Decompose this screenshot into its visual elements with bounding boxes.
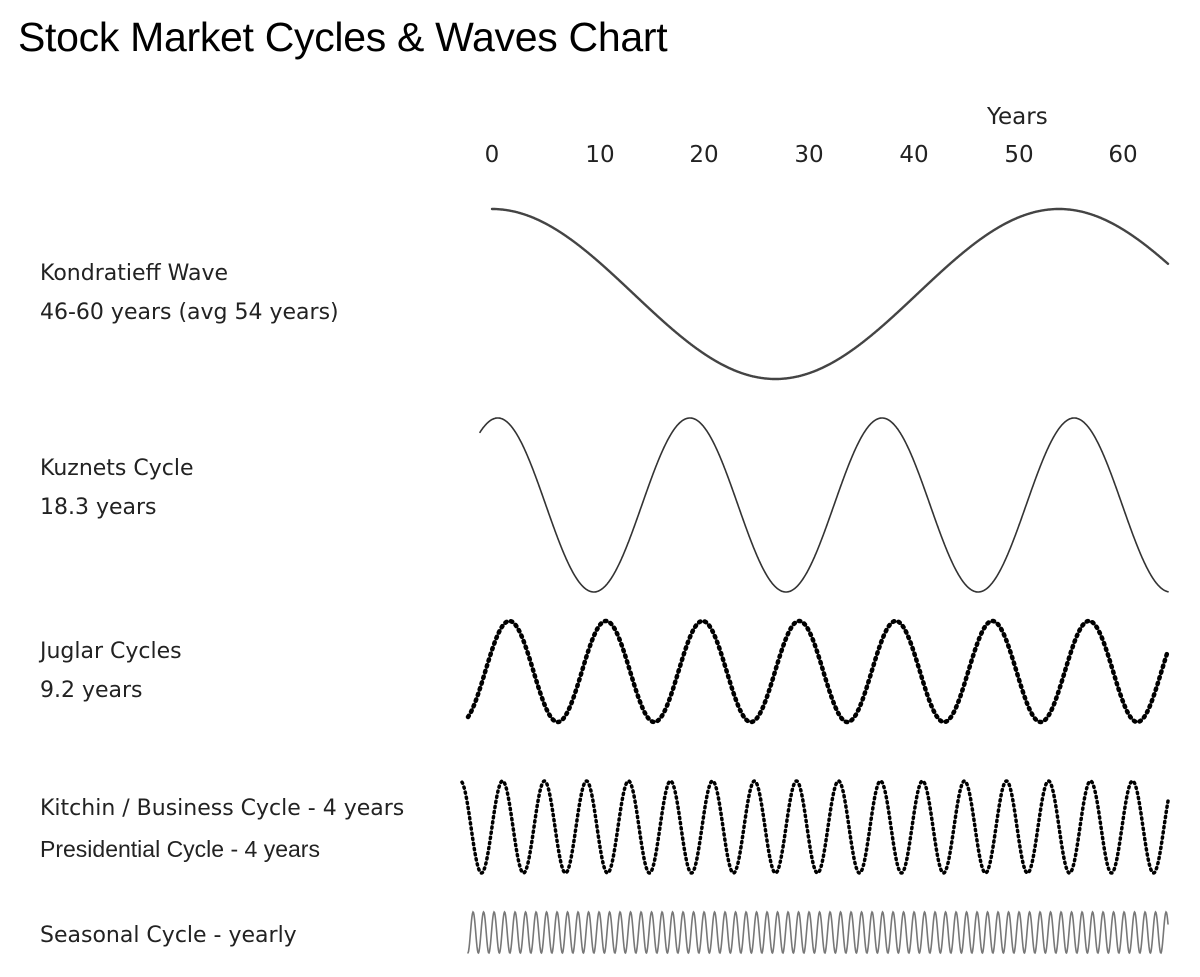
x-tick-label: 30 [794, 142, 824, 168]
kuznets-wave [479, 417, 1169, 593]
cycle-label-juglar: Juglar Cycles 9.2 years [40, 632, 182, 710]
cycle-label-kondratieff: Kondratieff Wave 46-60 years (avg 54 yea… [40, 254, 339, 332]
cycle-detail: 46-60 years (avg 54 years) [40, 300, 339, 325]
cycle-detail: 18.3 years [40, 495, 157, 520]
cycle-label-kitchin: Kitchin / Business Cycle - 4 years Presi… [40, 788, 404, 870]
chart-title: Stock Market Cycles & Waves Chart [18, 14, 668, 60]
cycle-name: Seasonal Cycle - yearly [40, 923, 297, 948]
cycle-name: Kitchin / Business Cycle - 4 years [40, 796, 405, 821]
kondratieff-wave [490, 207, 1170, 381]
x-axis-title: Years [987, 104, 1048, 130]
x-tick-label: 10 [585, 142, 615, 168]
x-tick-label: 50 [1004, 142, 1034, 168]
kitchin-wave [460, 779, 1170, 875]
juglar-wave [465, 618, 1171, 725]
cycle-label-seasonal: Seasonal Cycle - yearly [40, 916, 297, 955]
seasonal-wave [467, 910, 1169, 955]
x-tick-label: 40 [899, 142, 929, 168]
x-tick-label: 20 [689, 142, 719, 168]
cycle-detail: 9.2 years [40, 678, 143, 703]
cycle-label-kuznets: Kuznets Cycle 18.3 years [40, 449, 194, 527]
x-tick-label: 60 [1108, 142, 1138, 168]
x-tick-label: 0 [484, 142, 500, 168]
cycle-name: Kuznets Cycle [40, 456, 194, 481]
cycle-name: Juglar Cycles [40, 639, 182, 664]
cycle-name: Kondratieff Wave [40, 261, 229, 286]
cycle-detail: Presidential Cycle - 4 years [40, 836, 320, 862]
